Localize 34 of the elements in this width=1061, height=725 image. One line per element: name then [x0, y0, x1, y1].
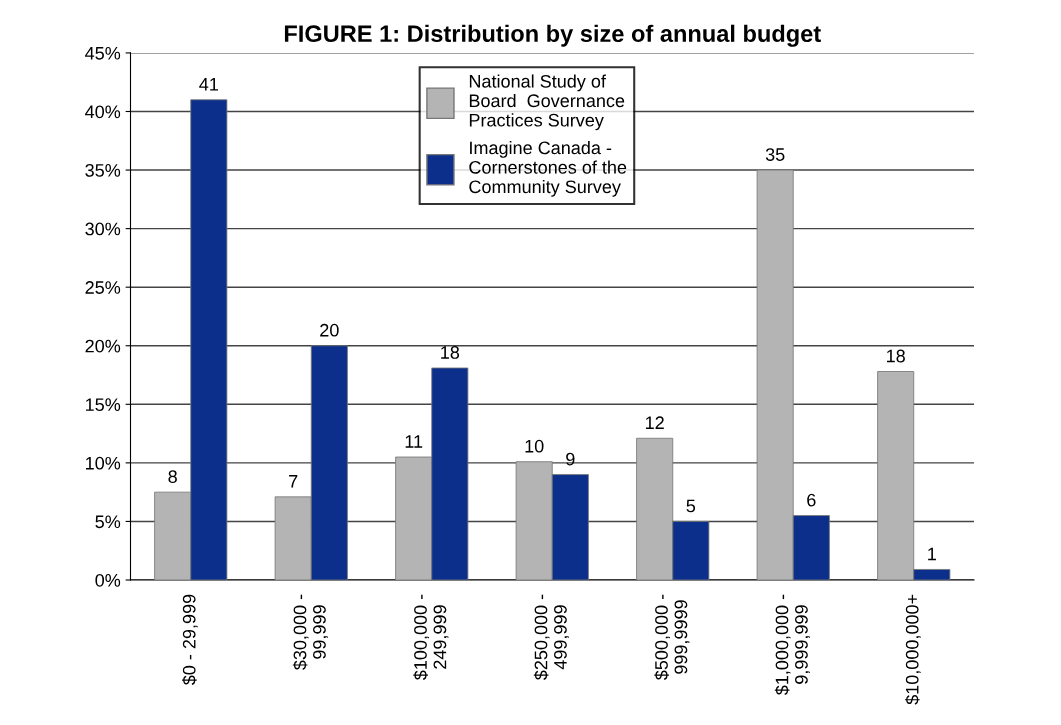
x-tick-label: $0 - 29,999: [182, 594, 198, 686]
data-label: 7: [289, 475, 298, 488]
data-label: 12: [646, 416, 664, 429]
data-label: 11: [405, 435, 423, 448]
data-label: 5: [686, 499, 696, 513]
data-label: 35: [765, 148, 785, 161]
x-tick-label: $30,000 - 99,999: [292, 594, 328, 670]
data-label: 18: [887, 349, 905, 363]
y-tick-label: 20%: [85, 339, 121, 353]
x-tick-label: $500,000 - 999,9999: [654, 594, 690, 681]
legend-label: National Study of Board Governance Practices Survey: [469, 74, 625, 131]
data-label: 18: [441, 346, 460, 359]
y-tick-label: 10%: [86, 456, 121, 470]
x-tick-label: $1,000,000 - 9,999,999: [774, 594, 810, 696]
x-tick-label: $10,000,000+: [905, 594, 921, 705]
data-label: 1: [928, 547, 936, 561]
y-tick-label: 30%: [85, 222, 121, 236]
y-tick-label: 35%: [85, 163, 121, 177]
y-tick-label: 0%: [95, 573, 121, 587]
chart-title: FIGURE 1: Distribution by size of annual budget: [284, 24, 821, 47]
data-label: 10: [525, 439, 544, 453]
data-label: 41: [199, 78, 218, 91]
x-tick-label: $250,000 - 499,999: [533, 594, 569, 681]
data-label: 6: [807, 493, 816, 507]
data-label: 9: [566, 452, 575, 466]
data-label: 8: [168, 470, 177, 484]
y-tick-label: 25%: [85, 281, 121, 294]
data-label: 20: [320, 323, 339, 337]
y-tick-label: 40%: [85, 105, 121, 119]
legend-label: Imagine Canada - Cornerstones of the Community Survey: [469, 141, 627, 197]
y-tick-label: 5%: [95, 515, 121, 529]
y-tick-label: 15%: [86, 398, 121, 412]
x-tick-label: $100,000 - 249,999: [413, 594, 449, 681]
y-tick-label: 45%: [85, 46, 121, 60]
